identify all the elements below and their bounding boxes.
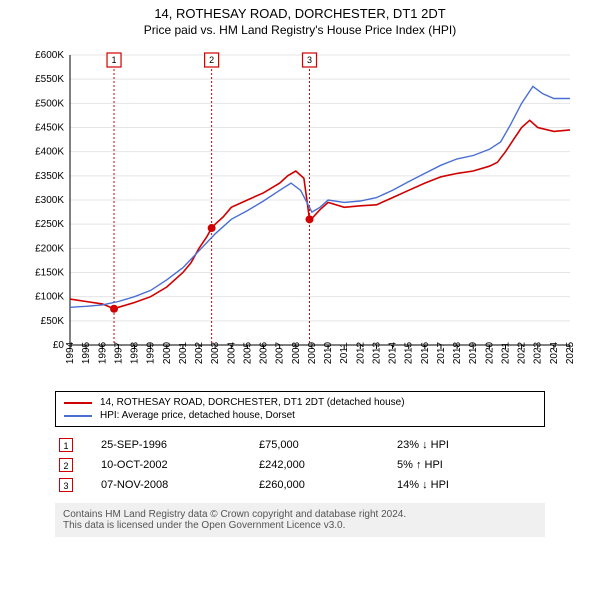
y-tick-label: £500K: [35, 98, 64, 109]
y-tick-label: £50K: [41, 316, 65, 327]
legend-box: 14, ROTHESAY ROAD, DORCHESTER, DT1 2DT (…: [55, 391, 545, 427]
y-tick-label: £200K: [35, 243, 64, 254]
event-price: £260,000: [255, 475, 393, 495]
y-tick-label: £100K: [35, 292, 64, 303]
event-date: 07-NOV-2008: [97, 475, 255, 495]
y-tick-label: £300K: [35, 195, 64, 206]
chart-svg: £0 £50K £100K £150K £200K £250K £300K £350K £400…: [20, 45, 580, 385]
event-date: 10-OCT-2002: [97, 455, 255, 475]
footer-attribution: Contains HM Land Registry data © Crown c…: [55, 503, 545, 537]
event-price: £75,000: [255, 435, 393, 455]
event-delta: 5% ↑ HPI: [393, 455, 545, 475]
chart-titles: 14, ROTHESAY ROAD, DORCHESTER, DT1 2DT P…: [0, 0, 600, 37]
legend-label: HPI: Average price, detached house, Dors…: [100, 410, 295, 421]
events-table: 1 25-SEP-1996£75,00023% ↓ HPI 2 10-OCT-2002…: [55, 435, 545, 495]
event-delta: 14% ↓ HPI: [393, 475, 545, 495]
footer-line-1: Contains HM Land Registry data © Crown c…: [63, 509, 537, 520]
y-tick-label: £350K: [35, 171, 64, 182]
y-tick-label: £450K: [35, 123, 64, 134]
sale-flag-number: 3: [307, 55, 312, 65]
title-sub: Price paid vs. HM Land Registry's House …: [0, 23, 600, 37]
footer-line-2: This data is licensed under the Open Gov…: [63, 520, 537, 531]
title-main: 14, ROTHESAY ROAD, DORCHESTER, DT1 2DT: [0, 6, 600, 21]
event-row: 3 07-NOV-2008£260,00014% ↓ HPI: [55, 475, 545, 495]
y-tick-label: £150K: [35, 268, 64, 279]
event-number-box: 2: [59, 458, 73, 472]
chart-area: £0 £50K £100K £150K £200K £250K £300K £350K £400…: [20, 45, 580, 385]
event-row: 1 25-SEP-1996£75,00023% ↓ HPI: [55, 435, 545, 455]
sale-dot: [208, 224, 216, 232]
sale-flag-number: 2: [209, 55, 214, 65]
legend-swatch: [64, 415, 92, 417]
y-tick-label: £550K: [35, 74, 64, 85]
legend-row: HPI: Average price, detached house, Dors…: [64, 409, 536, 422]
y-tick-label: £600K: [35, 50, 64, 61]
event-date: 25-SEP-1996: [97, 435, 255, 455]
event-row: 2 10-OCT-2002£242,0005% ↑ HPI: [55, 455, 545, 475]
event-delta: 23% ↓ HPI: [393, 435, 545, 455]
sale-dot: [306, 215, 314, 223]
event-number-box: 3: [59, 478, 73, 492]
legend-swatch: [64, 402, 92, 404]
y-tick-label: £250K: [35, 219, 64, 230]
sale-flag-number: 1: [112, 55, 117, 65]
legend-row: 14, ROTHESAY ROAD, DORCHESTER, DT1 2DT (…: [64, 396, 536, 409]
y-tick-label: £400K: [35, 147, 64, 158]
event-price: £242,000: [255, 455, 393, 475]
y-tick-label: £0: [53, 340, 65, 351]
legend-label: 14, ROTHESAY ROAD, DORCHESTER, DT1 2DT (…: [100, 397, 405, 408]
event-number-box: 1: [59, 438, 73, 452]
sale-dot: [110, 305, 118, 313]
